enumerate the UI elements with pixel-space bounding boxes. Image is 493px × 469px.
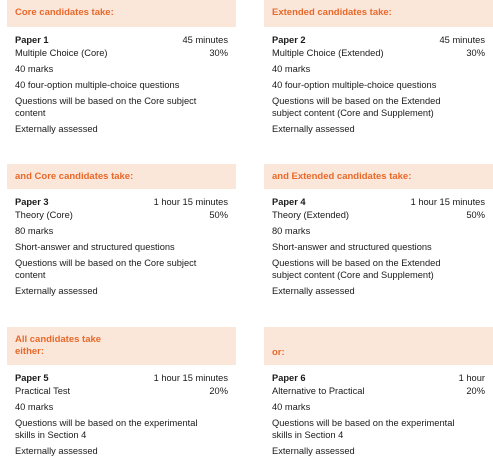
- paper-name: Paper 6: [272, 373, 306, 383]
- paper-4-card: and Extended candidates take: Paper 4 1 …: [264, 164, 493, 298]
- assessment-note: Externally assessed: [15, 124, 98, 134]
- question-type: Short-answer and structured questions: [272, 241, 432, 252]
- paper-component: Theory (Core): [15, 209, 73, 220]
- paper-duration: 1 hour 15 minutes: [153, 373, 228, 383]
- card-heading: and Core candidates take:: [7, 164, 236, 189]
- paper-name: Paper 4: [272, 197, 306, 207]
- paper-marks: 40 marks: [15, 63, 54, 74]
- content-line-1: Questions will be based on the Extended: [272, 257, 441, 268]
- assessment-note: Externally assessed: [15, 446, 98, 456]
- paper-2-card: Extended candidates take: Paper 2 45 min…: [264, 0, 493, 136]
- paper-marks: 40 marks: [15, 401, 54, 412]
- paper-weighting: 20%: [466, 385, 485, 396]
- paper-component: Theory (Extended): [272, 209, 349, 220]
- paper-weighting: 50%: [209, 209, 228, 220]
- paper-component: Practical Test: [15, 385, 71, 396]
- content-line-1: Questions will be based on the Core subj…: [15, 95, 197, 106]
- content-line-2: content: [15, 270, 46, 280]
- content-line-2: subject content (Core and Supplement): [272, 270, 434, 280]
- paper-marks: 80 marks: [272, 225, 311, 236]
- paper-weighting: 30%: [466, 47, 485, 58]
- content-line-1: Questions will be based on the experimen…: [272, 417, 455, 428]
- paper-marks: 80 marks: [15, 225, 54, 236]
- paper-marks: 40 marks: [272, 401, 311, 412]
- question-type: 40 four-option multiple-choice questions: [272, 79, 437, 90]
- paper-component: Multiple Choice (Extended): [272, 47, 384, 58]
- question-type: 40 four-option multiple-choice questions: [15, 79, 180, 90]
- question-type: Short-answer and structured questions: [15, 241, 175, 252]
- assessment-note: Externally assessed: [272, 286, 355, 296]
- paper-1-card: Core candidates take: Paper 1 45 minutes…: [7, 0, 236, 136]
- paper-duration: 1 hour: [458, 373, 485, 383]
- paper-duration: 1 hour 15 minutes: [153, 197, 228, 207]
- card-heading: All candidates take either:: [7, 327, 236, 365]
- assessment-note: Externally assessed: [272, 446, 355, 456]
- card-heading: Core candidates take:: [7, 0, 236, 27]
- paper-3-card: and Core candidates take: Paper 3 1 hour…: [7, 164, 236, 298]
- heading-line-1: All candidates take: [15, 334, 102, 345]
- paper-component: Multiple Choice (Core): [15, 47, 108, 58]
- content-line-1: Questions will be based on the experimen…: [15, 417, 198, 428]
- paper-name: Paper 2: [272, 35, 306, 45]
- paper-name: Paper 3: [15, 197, 49, 207]
- content-line-2: skills in Section 4: [272, 430, 344, 440]
- assessment-note: Externally assessed: [15, 286, 98, 296]
- paper-component: Alternative to Practical: [272, 385, 365, 396]
- content-line-2: subject content (Core and Supplement): [272, 108, 434, 118]
- content-line-1: Questions will be based on the Core subj…: [15, 257, 197, 268]
- heading-line-2: either:: [15, 346, 45, 357]
- paper-marks: 40 marks: [272, 63, 311, 74]
- paper-duration: 45 minutes: [439, 35, 485, 45]
- paper-weighting: 20%: [209, 385, 228, 396]
- content-line-2: content: [15, 108, 46, 118]
- paper-name: Paper 1: [15, 35, 49, 45]
- paper-5-card: All candidates take either: Paper 5 1 ho…: [7, 327, 236, 458]
- paper-duration: 1 hour 15 minutes: [410, 197, 485, 207]
- paper-6-card: or: Paper 6 1 hour Alternative to Practi…: [264, 327, 493, 458]
- paper-name: Paper 5: [15, 373, 49, 383]
- content-line-2: skills in Section 4: [15, 430, 87, 440]
- content-line-1: Questions will be based on the Extended: [272, 95, 441, 106]
- paper-duration: 45 minutes: [182, 35, 228, 45]
- paper-weighting: 50%: [466, 209, 485, 220]
- card-heading: and Extended candidates take:: [264, 164, 493, 189]
- assessment-note: Externally assessed: [272, 124, 355, 134]
- paper-weighting: 30%: [209, 47, 228, 58]
- card-heading: Extended candidates take:: [264, 0, 493, 27]
- card-heading: or:: [264, 327, 493, 365]
